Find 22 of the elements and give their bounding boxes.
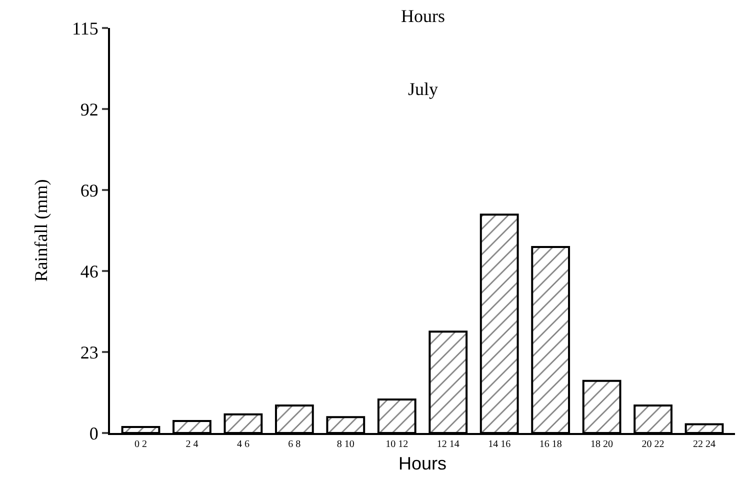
x-tick-label: 14 16 — [488, 439, 511, 450]
y-tick-label: 115 — [72, 18, 98, 38]
x-tick-label: 18 20 — [590, 439, 614, 450]
x-tick-label: 10 12 — [386, 439, 408, 450]
y-tick-label: 46 — [80, 261, 98, 282]
x-tick-label: 6 8 — [288, 439, 301, 450]
x-tick-label: 0 2 — [134, 439, 147, 450]
x-tick-label: 16 18 — [539, 439, 562, 450]
y-tick-label: 0 — [89, 423, 98, 444]
y-tick-label: 92 — [80, 99, 98, 120]
x-tick-label: 2 4 — [186, 439, 198, 450]
annotation: July — [408, 79, 438, 99]
text: Hours — [401, 6, 445, 26]
x-tick-label: 12 14 — [436, 439, 460, 450]
y-tick-label: 69 — [80, 180, 98, 200]
x-tick-label: 22 24 — [693, 439, 716, 450]
x-axis-title: Hours — [398, 454, 447, 474]
y-axis-title: Rainfall (mm) — [30, 179, 51, 282]
x-tick-label: 20 22 — [642, 439, 664, 450]
y-tick-label: 23 — [80, 342, 98, 362]
x-tick-label: 8 10 — [336, 439, 354, 450]
x-tick-label: 4 6 — [236, 439, 250, 450]
